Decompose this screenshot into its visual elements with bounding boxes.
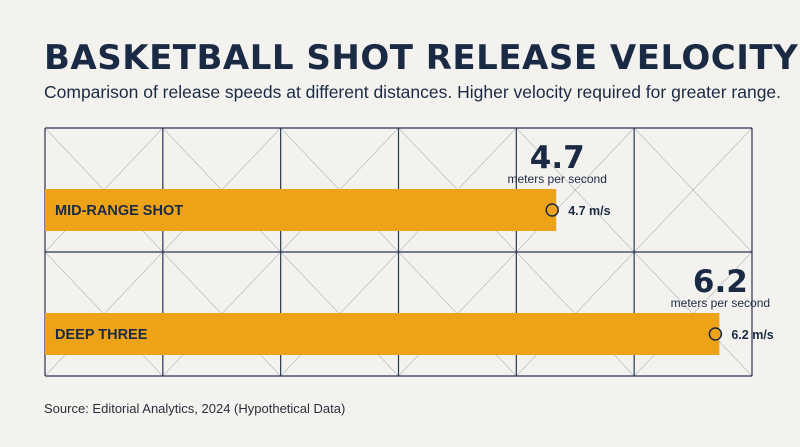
category-label: DEEP THREE (55, 327, 148, 343)
value-marker (545, 203, 559, 217)
grid-diagonal (516, 127, 635, 253)
data-label: 6.2 m/s (731, 328, 773, 342)
bar-2 (45, 313, 720, 355)
data-label: 4.7 m/s (568, 204, 610, 218)
category-label: MID-RANGE SHOT (55, 203, 183, 219)
callout-value: 6.2 (693, 264, 748, 300)
grid-diagonal (633, 127, 753, 253)
source-note: Source: Editorial Analytics, 2024 (Hypot… (44, 401, 346, 416)
callout-unit: meters per second (508, 172, 607, 186)
callout-value: 4.7 (530, 140, 585, 176)
callout-unit: meters per second (671, 296, 770, 310)
chart-subtitle: Comparison of release speeds at differen… (44, 82, 782, 102)
chart-title: BASKETBALL SHOT RELEASE VELOCITY (44, 38, 799, 78)
bar-1 (45, 189, 557, 231)
value-marker (708, 327, 723, 341)
